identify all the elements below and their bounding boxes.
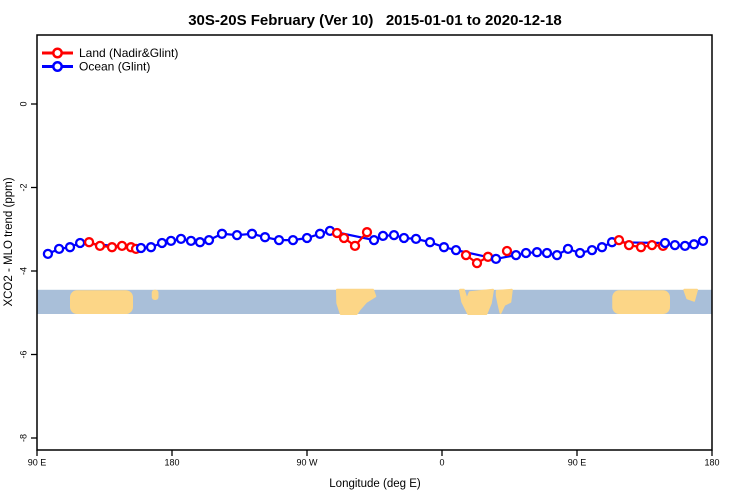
data-point-ocean: [203, 234, 215, 246]
data-point-ocean: [368, 234, 380, 246]
x-tick-label: 180: [704, 458, 719, 468]
data-point-ocean: [551, 249, 563, 261]
map-band: [37, 288, 712, 315]
data-point-land: [94, 240, 106, 252]
data-point-ocean: [450, 244, 462, 256]
data-point-ocean: [490, 253, 502, 265]
x-tick-label: 0: [439, 458, 444, 468]
data-point-land: [331, 227, 343, 239]
data-point-ocean: [246, 228, 258, 239]
data-point-ocean: [659, 237, 671, 249]
data-point-ocean: [194, 237, 206, 248]
legend: Land (Nadir&Glint)Ocean (Glint): [42, 46, 178, 74]
legend-marker-ocean: [52, 61, 63, 72]
x-tick-label: 180: [164, 458, 179, 468]
legend-label-ocean: Ocean (Glint): [79, 60, 150, 74]
data-point-ocean: [165, 235, 177, 247]
legend-marker-land: [52, 47, 63, 59]
map-land-new-caledonia-west: [151, 289, 159, 300]
data-point-ocean: [145, 242, 157, 253]
data-point-ocean: [301, 232, 313, 244]
data-point-ocean: [697, 235, 709, 247]
data-point-land: [482, 251, 494, 262]
data-point-land: [460, 249, 472, 261]
y-axis-title: XCO2 - MLO trend (ppm): [3, 177, 15, 306]
y-tick-label: 0: [19, 101, 29, 106]
data-point-ocean: [586, 244, 598, 256]
data-point-land: [623, 239, 635, 251]
data-point-land: [635, 242, 647, 253]
data-point-ocean: [410, 233, 422, 245]
data-point-land: [501, 245, 513, 257]
data-point-ocean: [438, 242, 450, 253]
data-point-land: [116, 240, 128, 252]
data-point-ocean: [175, 233, 187, 245]
data-point-ocean: [273, 234, 285, 246]
data-point-land: [613, 234, 625, 246]
data-point-ocean: [520, 247, 532, 259]
data-point-land: [83, 237, 95, 248]
map-land-new-caledonia-east: [683, 288, 698, 302]
data-point-ocean: [231, 229, 243, 241]
data-point-land: [361, 227, 373, 238]
x-tick-label: 90 E: [568, 458, 587, 468]
data-series: [42, 225, 709, 269]
data-point-ocean: [64, 242, 76, 253]
data-point-ocean: [562, 243, 574, 255]
data-point-ocean: [377, 230, 389, 242]
data-point-ocean: [314, 228, 326, 239]
data-point-ocean: [596, 242, 608, 253]
map-land-australia-west: [70, 290, 133, 315]
x-tick-label: 90 W: [296, 458, 318, 468]
x-tick-label: 90 E: [28, 458, 47, 468]
map-land-madagascar: [495, 288, 513, 314]
data-point-ocean: [216, 228, 228, 239]
data-point-land: [349, 240, 361, 252]
chart-title: 30S-20S February (Ver 10) 2015-01-01 to …: [188, 12, 562, 29]
data-point-ocean: [388, 229, 400, 241]
data-point-ocean: [510, 249, 522, 261]
data-point-land: [338, 232, 350, 244]
data-point-ocean: [574, 247, 586, 259]
y-tick-label: -8: [19, 434, 29, 442]
data-point-ocean: [424, 237, 436, 248]
data-point-ocean: [42, 248, 54, 260]
data-point-ocean: [531, 247, 543, 258]
data-point-ocean: [398, 232, 410, 244]
plot-frame: [36, 34, 713, 451]
data-point-ocean: [53, 243, 65, 255]
data-point-land: [471, 257, 483, 269]
data-point-ocean: [669, 239, 681, 251]
x-axis-title: Longitude (deg E): [329, 478, 421, 490]
map-land-australia-east: [612, 290, 670, 315]
y-tick-label: -2: [19, 183, 29, 191]
data-point-ocean: [679, 240, 691, 252]
legend-label-land: Land (Nadir&Glint): [79, 46, 178, 60]
data-point-ocean: [135, 242, 147, 254]
data-point-land: [646, 239, 658, 251]
data-point-ocean: [156, 237, 168, 249]
data-point-ocean: [74, 237, 86, 249]
data-point-ocean: [185, 235, 197, 247]
y-tick-label: -4: [19, 267, 29, 275]
data-point-ocean: [541, 247, 553, 259]
map-land-south-america: [336, 288, 377, 315]
data-point-ocean: [688, 239, 700, 250]
map-land-africa: [459, 288, 494, 315]
axes: 90 E 180 90 W 0 90 E 180 0 -2 -4 -6 -8: [19, 101, 720, 467]
data-point-ocean: [287, 234, 299, 246]
y-tick-label: -6: [19, 350, 29, 358]
data-point-ocean: [259, 232, 271, 243]
data-point-land: [106, 242, 118, 253]
